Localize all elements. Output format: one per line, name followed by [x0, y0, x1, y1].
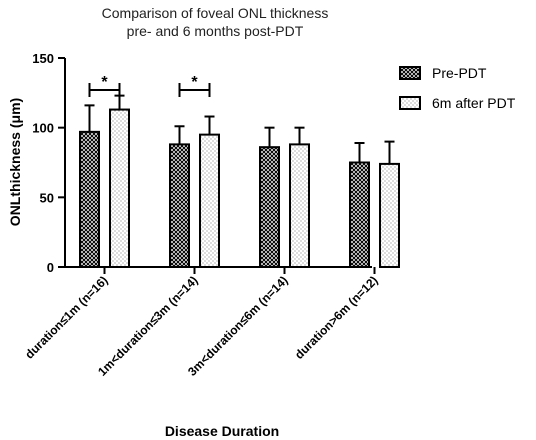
bar: [109, 108, 130, 269]
legend: Pre-PDT 6m after PDT: [399, 65, 516, 111]
category-labels: duration≤1m (n=16)1m<duration≤3m (n=14)3…: [22, 273, 380, 379]
legend-label: 6m after PDT: [432, 95, 516, 111]
bars: [79, 108, 400, 269]
bar: [259, 146, 280, 269]
y-tick-label: 100: [32, 121, 54, 136]
x-axis-title: Disease Duration: [165, 423, 279, 439]
category-label: duration>6m (n=12): [292, 273, 381, 362]
chart-subtitle: pre- and 6 months post-PDT: [127, 23, 304, 39]
y-axis-title: ONLthickness (μm): [7, 98, 23, 226]
category-label: 3m<duration≤6m (n=14): [185, 273, 291, 379]
bar: [79, 130, 100, 268]
bar: [169, 143, 190, 269]
legend-swatch: [399, 66, 421, 80]
y-tick-label: 50: [40, 190, 54, 205]
legend-label: Pre-PDT: [432, 65, 487, 81]
significance-star: *: [101, 74, 108, 91]
x-ticks: [103, 267, 376, 274]
chart-title: Comparison of foveal ONL thickness: [102, 5, 329, 21]
significance-markers: * *: [88, 74, 211, 97]
y-tick-label: 0: [47, 260, 54, 275]
error-bars: [84, 94, 395, 164]
y-tick-label: 150: [32, 51, 54, 66]
y-ticks: 0 50 100 150: [32, 51, 65, 275]
bar: [379, 162, 400, 268]
category-label: 1m<duration≤3m (n=14): [95, 273, 201, 379]
bar: [199, 133, 220, 268]
significance-star: *: [191, 74, 198, 91]
category-label: duration≤1m (n=16): [22, 273, 110, 361]
legend-swatch: [399, 96, 421, 110]
bar: [289, 143, 310, 269]
bar: [349, 161, 370, 268]
